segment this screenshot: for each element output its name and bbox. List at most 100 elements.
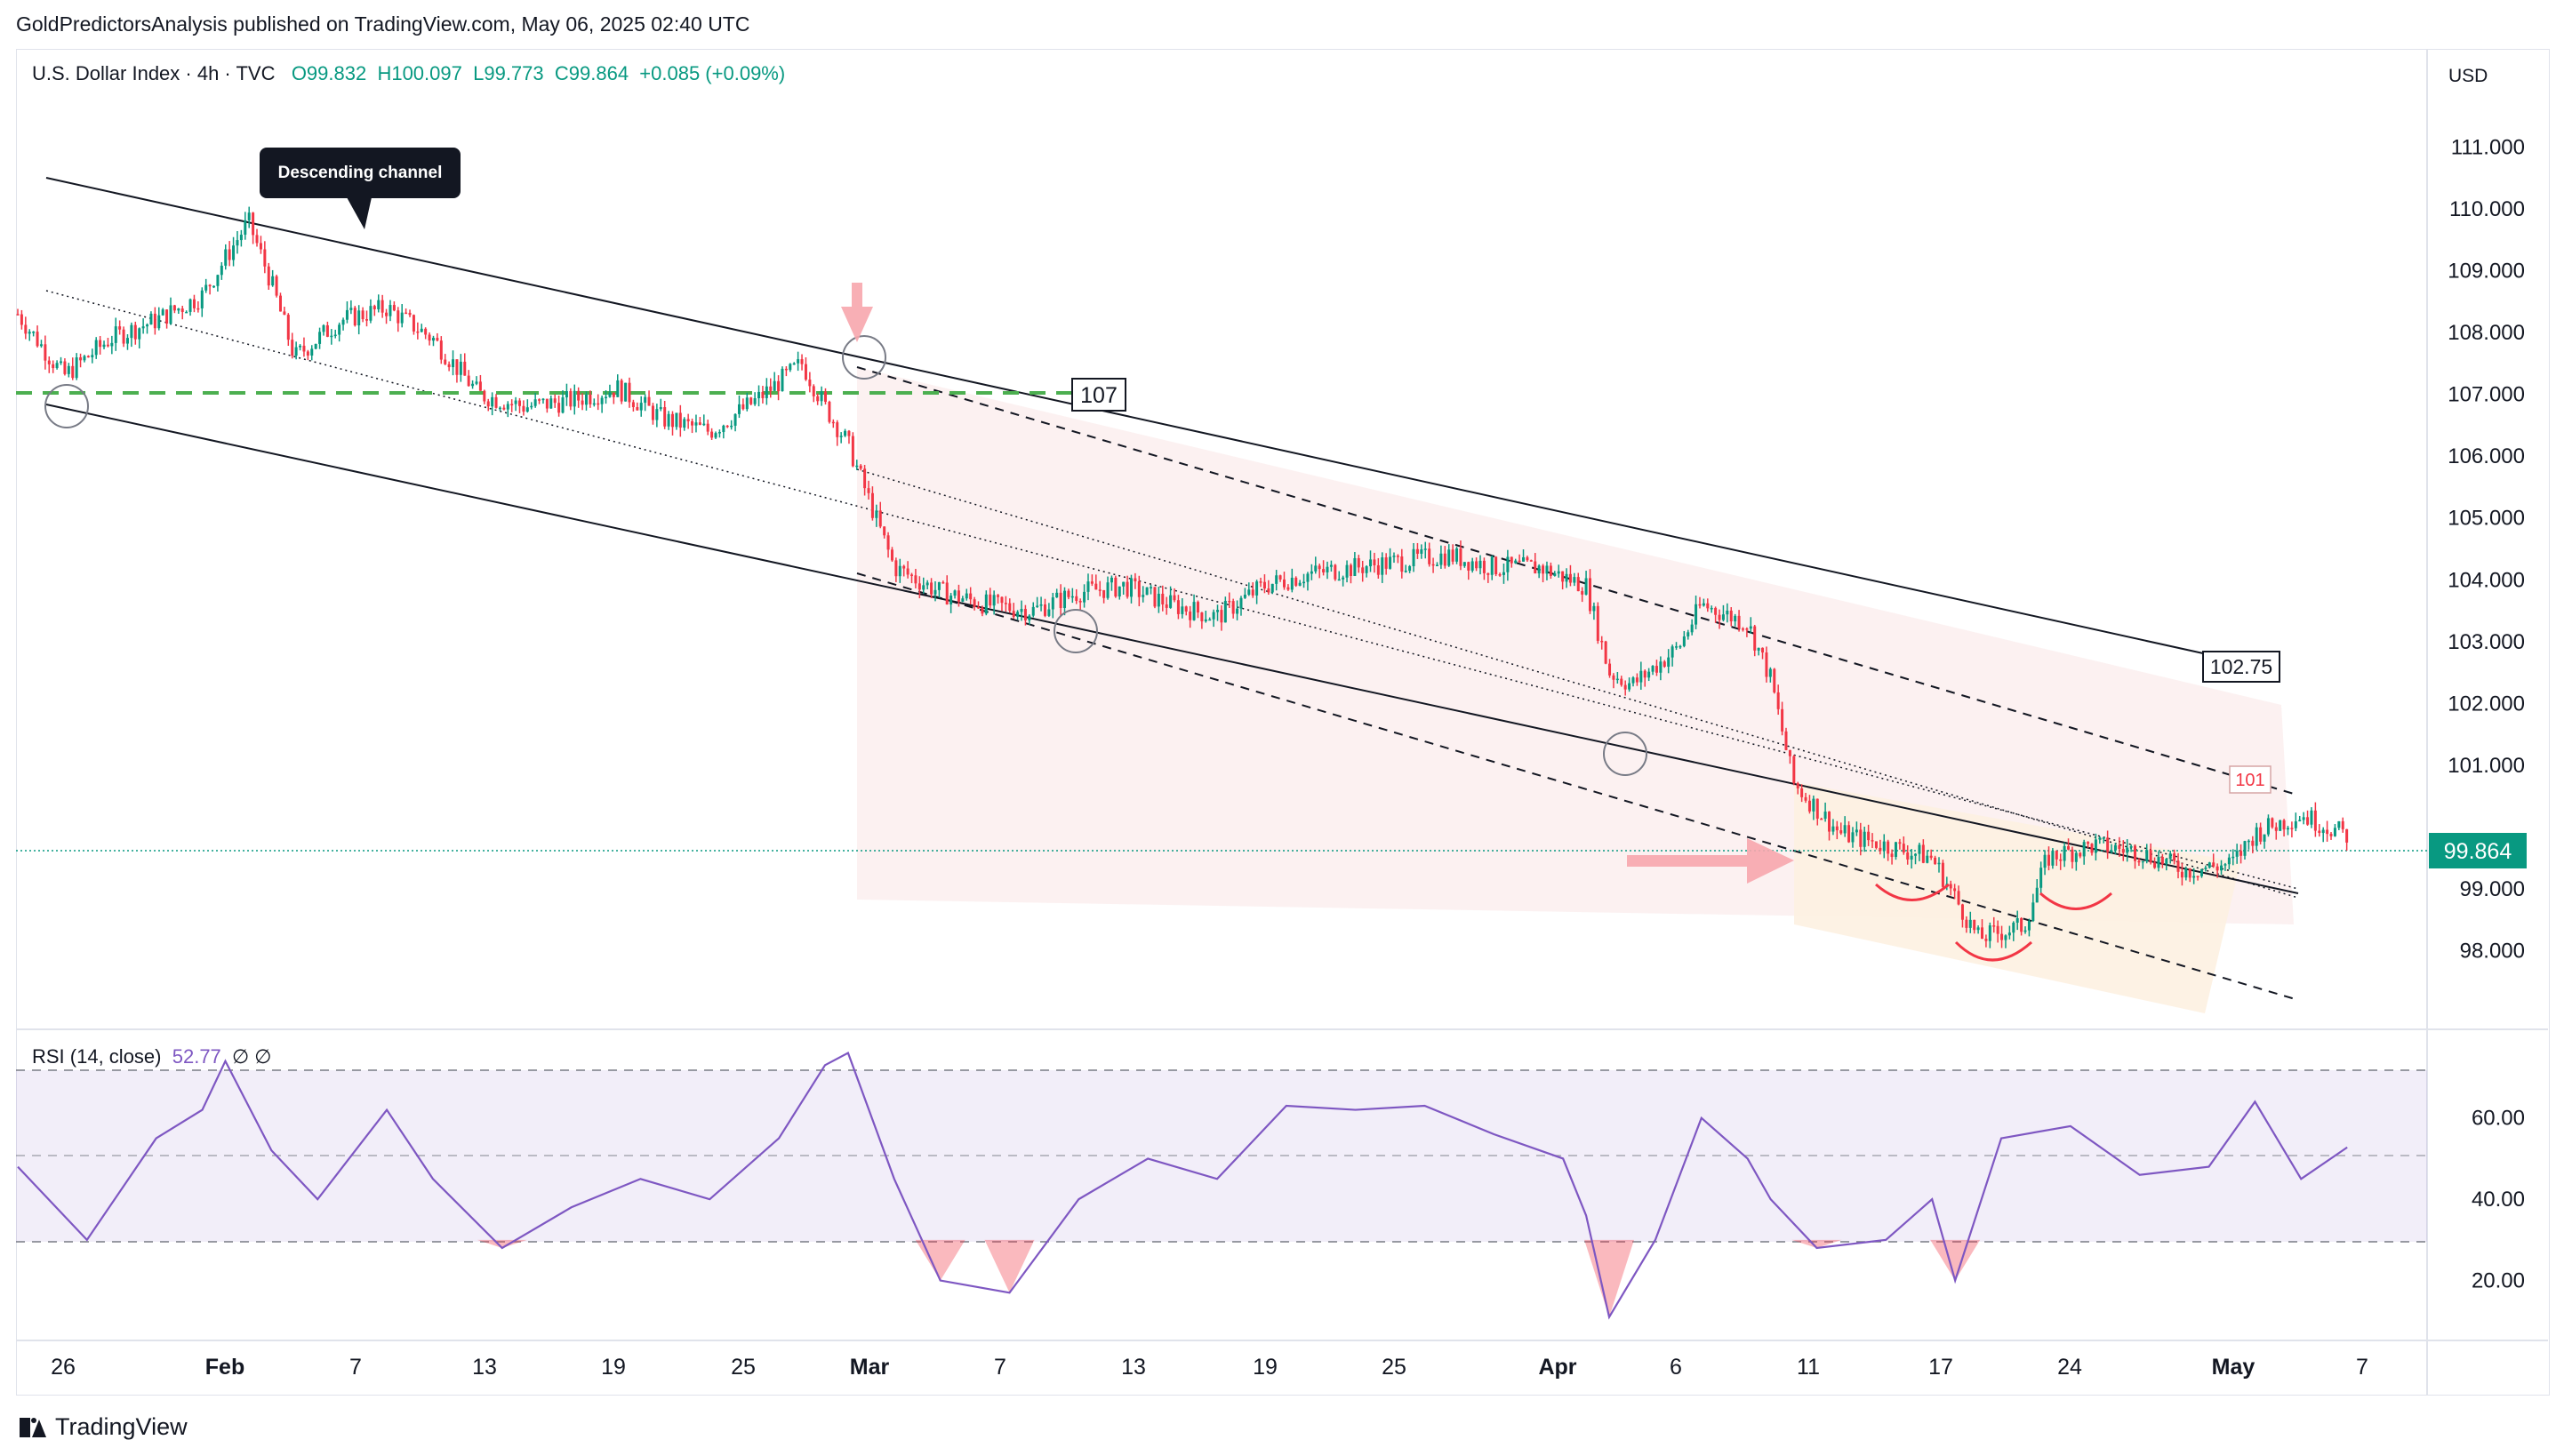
candle bbox=[844, 428, 847, 437]
candle bbox=[525, 399, 529, 413]
candle bbox=[1342, 575, 1345, 587]
candle bbox=[1161, 585, 1165, 612]
candle bbox=[44, 335, 47, 370]
brand-name: TradingView bbox=[55, 1413, 188, 1440]
candle bbox=[1070, 588, 1074, 604]
low-value: L99.773 bbox=[473, 62, 544, 84]
candle bbox=[2290, 821, 2294, 838]
candle bbox=[592, 398, 596, 407]
candle bbox=[1992, 916, 1996, 933]
rsi-line bbox=[17, 1052, 2348, 1320]
rsi-panel[interactable] bbox=[16, 1052, 2427, 1320]
svg-text:101: 101 bbox=[2235, 771, 2264, 790]
candle bbox=[345, 301, 349, 324]
price-tick-label: 99.000 bbox=[2460, 877, 2525, 901]
candle bbox=[2027, 918, 2031, 937]
candle bbox=[1083, 584, 1086, 608]
candle bbox=[1968, 911, 1972, 933]
rsi-tick-label: 20.00 bbox=[2472, 1269, 2525, 1293]
rsi-axis[interactable]: 60.00 40.00 20.00 bbox=[2472, 1107, 2525, 1293]
candle bbox=[984, 590, 988, 616]
candle bbox=[455, 359, 459, 383]
candle bbox=[1204, 610, 1207, 623]
candle bbox=[1934, 855, 1937, 865]
candle bbox=[2247, 839, 2250, 850]
candle bbox=[1334, 564, 1337, 581]
descending-channel-callout[interactable]: Descending channel bbox=[260, 148, 461, 229]
candle bbox=[2188, 868, 2191, 883]
candle bbox=[60, 356, 63, 365]
rsi-oversold-fill bbox=[1584, 1239, 1635, 1317]
candle bbox=[1431, 557, 1435, 573]
candle bbox=[1020, 600, 1023, 621]
candle bbox=[2121, 840, 2125, 861]
candle bbox=[581, 393, 584, 411]
price-tick-label: 103.000 bbox=[2448, 630, 2525, 654]
price-axis[interactable]: 111.000 110.000 109.000 108.000 107.000 106.0… bbox=[2448, 136, 2525, 964]
candle bbox=[439, 336, 443, 364]
candle bbox=[1236, 600, 1239, 620]
candle bbox=[831, 419, 835, 428]
time-axis[interactable]: 26 Feb 7 13 19 25 Mar 7 13 19 25 Apr 6 11 17 24 May 7 bbox=[51, 1355, 2368, 1380]
time-tick-label: 13 bbox=[472, 1355, 497, 1380]
candle bbox=[925, 580, 929, 590]
falling-wedge-fill bbox=[1794, 782, 2240, 1013]
candle bbox=[1243, 588, 1246, 599]
candle bbox=[730, 420, 733, 430]
candle bbox=[1879, 839, 1882, 855]
candle bbox=[1529, 559, 1533, 562]
candle bbox=[1212, 609, 1215, 628]
cup-arcs bbox=[1875, 883, 2112, 962]
candle bbox=[1542, 564, 1545, 583]
candle bbox=[373, 304, 376, 316]
candle bbox=[1984, 934, 1988, 948]
candle bbox=[1228, 592, 1231, 608]
candle bbox=[389, 300, 392, 322]
candle bbox=[1721, 604, 1725, 622]
candle bbox=[969, 587, 973, 604]
candle bbox=[589, 390, 592, 408]
candle bbox=[149, 311, 153, 325]
candle bbox=[1173, 588, 1176, 603]
candle bbox=[886, 532, 890, 558]
candle bbox=[902, 564, 906, 577]
price-label-101: 101 bbox=[2229, 765, 2272, 794]
candle bbox=[1953, 884, 1957, 900]
candle bbox=[365, 310, 369, 327]
touch-circles bbox=[44, 335, 1647, 776]
tradingview-logo[interactable]: TradingView bbox=[20, 1413, 188, 1441]
candle bbox=[1522, 549, 1526, 562]
candle bbox=[2227, 853, 2231, 870]
candle bbox=[424, 327, 428, 340]
candle bbox=[1820, 817, 1823, 820]
candle bbox=[1384, 553, 1388, 575]
candle bbox=[1812, 796, 1815, 820]
candle bbox=[118, 320, 122, 335]
candle bbox=[1663, 660, 1666, 668]
candle bbox=[1902, 836, 1905, 855]
candle bbox=[2176, 852, 2180, 879]
candle bbox=[2149, 843, 2152, 865]
candle bbox=[683, 417, 686, 431]
candle bbox=[2102, 836, 2105, 844]
chart-frame[interactable] bbox=[16, 49, 2550, 1396]
candle bbox=[2204, 865, 2207, 872]
candle bbox=[2137, 858, 2141, 867]
candle bbox=[1847, 820, 1851, 844]
candle bbox=[1573, 572, 1576, 587]
candle bbox=[420, 324, 423, 332]
candle bbox=[714, 431, 717, 439]
candle bbox=[2043, 850, 2047, 876]
candle bbox=[1031, 602, 1035, 618]
candle bbox=[20, 309, 23, 330]
currency-label[interactable]: USD bbox=[2448, 66, 2488, 86]
candle bbox=[784, 365, 788, 377]
time-tick-label: 17 bbox=[1928, 1355, 1953, 1380]
candle bbox=[1270, 583, 1274, 595]
candle bbox=[491, 392, 494, 416]
candle bbox=[1153, 587, 1157, 609]
candle bbox=[224, 244, 228, 270]
candle bbox=[2274, 822, 2278, 840]
candle bbox=[1988, 922, 1991, 948]
